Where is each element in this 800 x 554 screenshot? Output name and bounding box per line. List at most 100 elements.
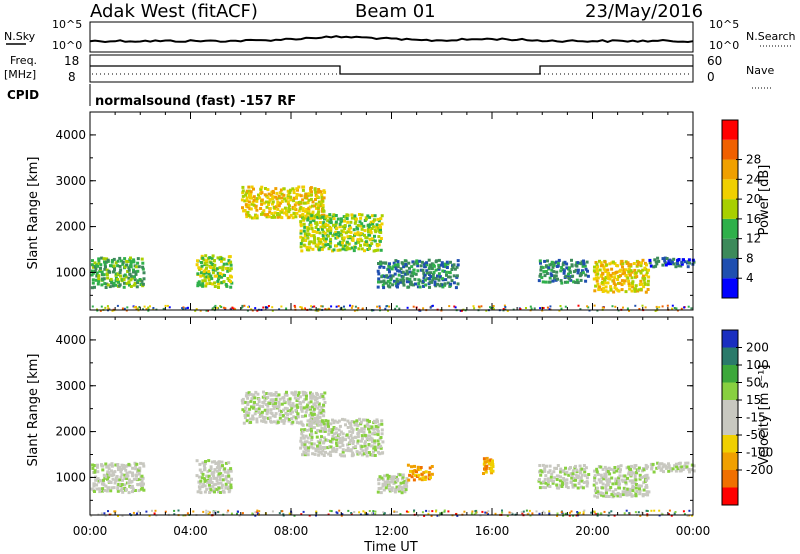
power-cell [426,277,430,281]
power-clutter-cell [318,308,321,311]
velocity-cell [630,481,634,485]
velocity-cell [277,403,281,407]
power-cell [448,271,452,275]
power-cell [287,192,291,196]
power-cell [619,274,622,278]
velocity-cell [107,467,111,471]
power-cell [125,282,129,286]
velocity-cell [627,465,631,469]
power-cell [552,270,556,274]
velocity-cell [244,394,248,398]
velocity-cell [290,406,294,410]
power-colorbar-tick-label: 8 [746,251,754,265]
power-cell [594,284,598,288]
power-cell [260,212,263,216]
power-cell [200,264,204,268]
power-echo-region [537,258,590,285]
velocity-cell [300,443,304,447]
power-cell [639,271,643,275]
velocity-cell [549,478,553,482]
power-cell [314,198,317,201]
power-cell [427,258,431,262]
power-cell [343,227,347,231]
power-cell [360,239,364,243]
velocity-cell [291,410,295,414]
power-cell [244,193,248,197]
power-colorbar-tick-label: 28 [746,153,761,167]
power-cell [565,262,569,266]
power-cell [568,266,571,270]
velocity-cell [415,470,418,474]
power-cell [639,264,643,268]
velocity-cell [273,414,277,418]
velocity-cell [219,481,223,485]
power-cell [226,277,230,280]
velocity-cell [635,471,639,474]
velocity-cell [376,450,380,454]
velocity-cell [106,477,109,481]
velocity-cell [324,428,328,431]
velocity-clutter-cell [256,509,259,512]
power-cell [672,262,676,266]
power-clutter-cell [126,306,129,309]
velocity-clutter-cell [393,510,396,513]
power-clutter-cell [222,306,225,309]
velocity-clutter-cell [350,513,353,516]
power-cell [304,192,308,196]
velocity-cell [200,476,204,480]
power-cell [105,272,109,276]
power-cell [431,278,435,282]
power-cell [316,213,320,216]
velocity-cell [543,469,547,473]
power-cell [648,261,652,265]
velocity-cell [334,431,338,435]
velocity-cell [397,484,401,488]
velocity-cell [369,453,373,457]
power-cell [553,261,557,265]
velocity-cell [283,401,287,405]
velocity-clutter-cell [634,511,637,514]
velocity-cell [374,424,378,428]
power-cell [324,237,328,241]
power-cell [252,216,256,220]
velocity-cell [103,488,106,492]
power-cell [313,236,316,240]
velocity-clutter-cell [596,514,599,517]
power-cell [615,270,619,274]
power-cell [299,214,302,218]
power-cell [634,287,637,291]
velocity-cell [136,483,140,486]
velocity-cell [640,469,644,473]
velocity-clutter-cell [628,512,631,515]
power-cell [103,282,107,286]
velocity-cell [413,469,417,472]
velocity-cell [274,412,278,416]
velocity-cell [604,488,608,492]
power-cell [541,280,545,284]
power-cell [254,198,257,202]
power-cell [434,277,438,281]
power-cell [371,222,375,226]
velocity-cell [619,468,622,472]
velocity-cell [611,490,615,494]
power-cell [676,262,680,266]
power-cell [595,267,599,271]
velocity-cell [208,486,212,490]
power-cell [310,234,313,238]
power-cell [633,268,637,272]
velocity-cell [490,471,494,475]
power-cell [635,275,639,279]
velocity-cell [357,431,361,435]
power-clutter-cell [577,304,580,307]
velocity-cell [200,485,204,489]
power-clutter-cell [394,307,397,310]
velocity-cell [319,429,322,433]
power-cell [576,261,580,265]
power-cell [646,288,650,291]
power-cell [287,215,291,219]
velocity-cell [357,429,361,433]
power-cell [302,243,306,247]
velocity-clutter-cell [208,511,211,514]
power-cell [375,223,379,227]
velocity-cell [610,492,614,496]
